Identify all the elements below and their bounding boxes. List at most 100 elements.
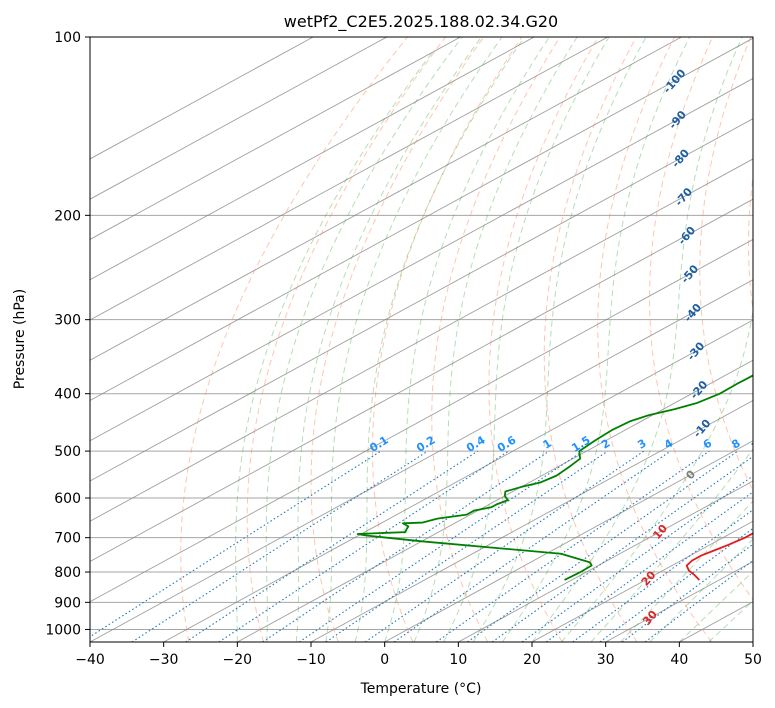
isotherm-line [531, 520, 753, 642]
moist-adiabat [384, 37, 550, 642]
isotherm-line [90, 158, 753, 522]
isotherm-line [384, 440, 753, 642]
mixing-ratio-label: 1.5 [569, 433, 592, 454]
isotherm-lines [90, 37, 753, 642]
isotherm-label: 30 [640, 608, 660, 628]
mixing-ratio-label: 2 [599, 437, 612, 452]
x-axis-ticks: −40 −30 −20 −10 0 10 20 30 40 50 [75, 642, 762, 668]
isotherm-line [90, 37, 314, 160]
x-tick-label: 20 [523, 652, 541, 668]
mixing-ratio-label: 3 [635, 437, 648, 452]
moist-adiabat [325, 37, 503, 642]
isotherm-line [310, 399, 753, 642]
mixing-ratio-line [218, 450, 509, 642]
isotherm-line [90, 77, 753, 442]
isotherm-label: 10 [650, 522, 670, 542]
isotherm-line [90, 37, 461, 240]
x-tick-label: −10 [296, 652, 326, 668]
moist-adiabat [472, 37, 647, 642]
plot-area: 0.10.20.40.611.52346810131620253036-100-… [90, 37, 769, 662]
isotherm-line [90, 118, 753, 482]
moist-adiabat [295, 37, 482, 642]
isotherm-line [90, 198, 753, 563]
y-tick-label: 700 [54, 531, 81, 547]
y-tick-label: 900 [54, 595, 81, 611]
y-tick-label: 800 [54, 565, 81, 581]
isotherm-label: -80 [669, 146, 692, 170]
y-axis-ticks: 100 200 300 400 500 600 700 800 900 1000 [45, 30, 90, 638]
mixing-ratio-label: 0.1 [367, 433, 390, 454]
y-tick-label: 1000 [45, 622, 81, 638]
dry-adiabat [431, 37, 561, 642]
y-axis-label: Pressure (hPa) [12, 289, 28, 389]
dry-adiabat [310, 37, 485, 642]
y-tick-label: 500 [54, 444, 81, 460]
mixing-ratio-line [599, 527, 753, 642]
moist-adiabat [708, 600, 753, 642]
dry-adiabat [597, 37, 713, 642]
moist-adiabat [354, 37, 525, 642]
mixing-ratio-line [298, 450, 584, 642]
plot-frame [89, 36, 754, 643]
dry-adiabat [748, 173, 753, 314]
isotherm-line [90, 37, 753, 401]
isotherm-line [90, 37, 609, 321]
x-tick-label: 30 [597, 652, 615, 668]
pressure-gridlines [90, 37, 753, 630]
x-tick-label: 0 [380, 652, 389, 668]
mixing-ratio-line [364, 450, 645, 642]
isotherm-label: -100 [661, 66, 689, 96]
y-tick-label: 200 [54, 208, 81, 224]
isotherm-line [163, 319, 753, 642]
isotherm-line [679, 601, 753, 642]
moist-adiabat-lines [235, 37, 753, 642]
mixing-ratio-line [521, 475, 753, 642]
mixing-ratio-label: 8 [729, 437, 742, 452]
isotherm-line [90, 238, 753, 603]
moist-adiabat [235, 49, 435, 642]
sounding-profiles [356, 374, 753, 581]
mixing-ratio-line [644, 559, 753, 642]
dry-adiabat [246, 37, 446, 642]
dry-adiabat [699, 37, 753, 492]
isotherm-label: -30 [685, 339, 708, 363]
isotherm-line [90, 37, 535, 281]
x-tick-label: −40 [75, 652, 105, 668]
isotherm-line [90, 37, 682, 361]
y-tick-label: 400 [54, 387, 81, 403]
x-tick-label: −30 [149, 652, 179, 668]
dry-adiabat-lines [180, 37, 753, 642]
dry-adiabat [488, 37, 599, 642]
isotherm-line [752, 641, 753, 642]
mixing-ratio-label: 10 [749, 434, 769, 453]
moist-adiabat [443, 37, 610, 642]
y-tick-label: 600 [54, 491, 81, 507]
x-axis-label: Temperature (°C) [360, 681, 482, 697]
isotherm-line [237, 359, 753, 642]
mixing-ratio-line [325, 450, 608, 642]
y-tick-label: 100 [54, 30, 81, 46]
line-labels: 0.10.20.40.611.52346810131620253036-100-… [367, 66, 769, 662]
mixing-ratio-line [262, 450, 550, 642]
moist-adiabat [265, 37, 463, 642]
isotherm-line [90, 279, 753, 642]
isotherm-line [90, 37, 388, 200]
moist-adiabat [590, 448, 753, 642]
moist-adiabat [502, 37, 691, 642]
moist-adiabat [413, 37, 578, 642]
x-tick-label: 50 [744, 652, 762, 668]
isotherm-label: 40 [651, 642, 671, 662]
moist-adiabat [531, 37, 743, 642]
mixing-ratio-line [622, 543, 753, 642]
dry-adiabat [649, 37, 753, 601]
moist-adiabat [561, 308, 753, 642]
mixing-ratio-line [90, 450, 382, 638]
mixing-ratio-line [131, 450, 429, 642]
isotherm-line [458, 480, 753, 642]
dry-adiabat [543, 37, 638, 642]
isotherm-label: -60 [675, 224, 698, 248]
x-tick-label: −20 [223, 652, 253, 668]
y-tick-label: 300 [54, 313, 81, 329]
x-tick-label: 40 [670, 652, 688, 668]
moist-adiabat [678, 570, 753, 642]
